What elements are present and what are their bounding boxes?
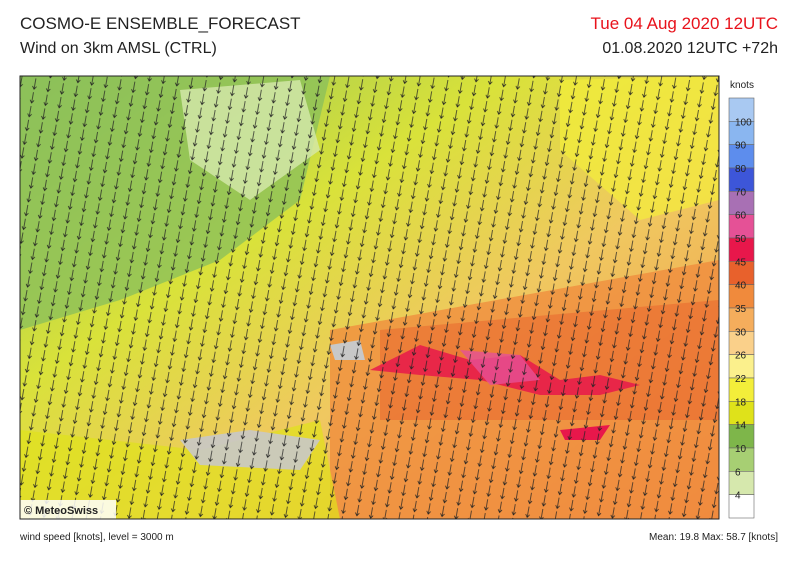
colorbar-label: 30 xyxy=(735,327,747,338)
footer-right: Mean: 19.8 Max: 58.7 [knots] xyxy=(649,532,778,543)
colorbar-label: 26 xyxy=(735,351,747,362)
colorbar-label: 45 xyxy=(735,257,747,268)
colorbar-label: 18 xyxy=(735,397,747,408)
map: © MeteoSwiss xyxy=(20,76,719,519)
colorbar-label: 60 xyxy=(735,211,747,222)
colorbar-label: 70 xyxy=(735,187,747,198)
colorbar-box xyxy=(728,471,755,495)
colorbar-unit: knots xyxy=(730,80,754,91)
title: COSMO-E ENSEMBLE_FORECAST xyxy=(20,14,301,33)
colorbar-label: 10 xyxy=(735,444,747,455)
colorbar-label: 40 xyxy=(735,281,747,292)
colorbar-label: 90 xyxy=(735,141,747,152)
subtitle: Wind on 3km AMSL (CTRL) xyxy=(20,40,217,57)
colorbar-label: 80 xyxy=(735,164,747,175)
colorbar-label: 35 xyxy=(735,304,747,315)
valid-time: Tue 04 Aug 2020 12UTC xyxy=(591,14,778,33)
colorbar-label: 22 xyxy=(735,374,747,385)
colorbar-label: 50 xyxy=(735,234,747,245)
colorbar-label: 100 xyxy=(735,117,752,128)
colorbar: knots 100 90 80 70 60 50 45 40 35 30 26 22 18 14 10 6 4 xyxy=(728,80,755,519)
colorbar-label: 6 xyxy=(735,467,741,478)
colorbar-label: 4 xyxy=(735,491,741,502)
run-time: 01.08.2020 12UTC +72h xyxy=(602,40,778,57)
colorbar-label: 14 xyxy=(735,421,747,432)
map-frame xyxy=(19,75,720,520)
copyright: © MeteoSwiss xyxy=(24,505,98,517)
colorbar-box xyxy=(728,494,755,519)
footer-left: wind speed [knots], level = 3000 m xyxy=(19,532,174,543)
